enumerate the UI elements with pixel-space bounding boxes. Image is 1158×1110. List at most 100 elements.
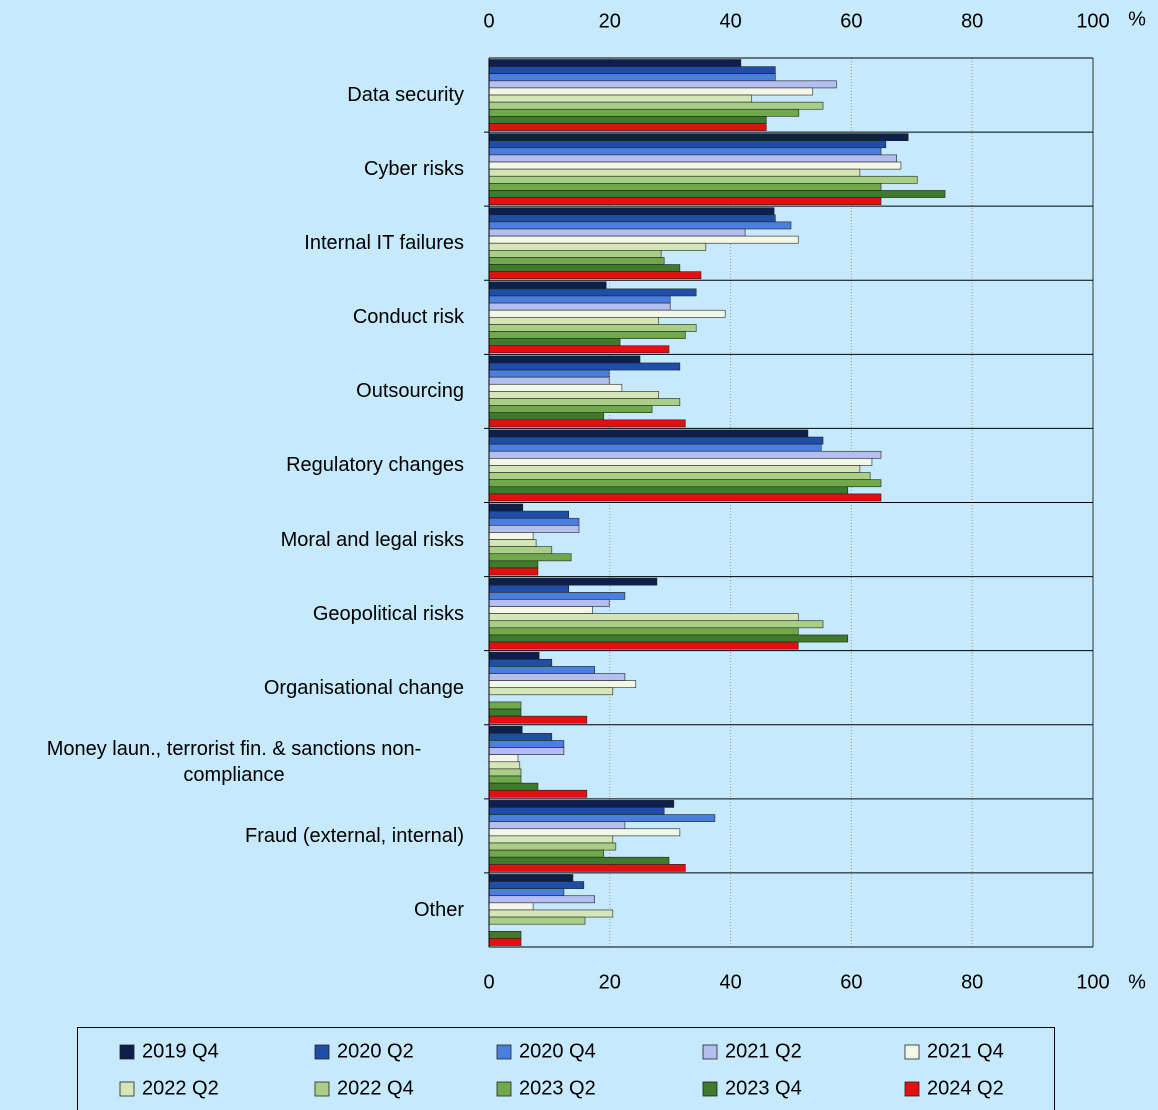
bar (488, 546, 553, 555)
legend-label: 2020 Q2 (337, 1040, 414, 1062)
bar (488, 133, 909, 141)
legend-label: 2021 Q2 (725, 1040, 802, 1062)
bar (488, 849, 605, 858)
bar (488, 295, 671, 304)
bar (488, 479, 882, 488)
bar (488, 814, 716, 822)
category-label: Money laun., terrorist fin. & sanctions … (46, 737, 422, 786)
bar (488, 450, 882, 459)
bar (488, 613, 799, 622)
bar (488, 419, 686, 428)
x-tick-label: 20 (599, 10, 621, 32)
legend-swatch (702, 1081, 718, 1097)
y-tick-label: Internal IT failures (0, 206, 464, 280)
bar (488, 510, 570, 519)
bar (488, 864, 686, 872)
bar (488, 207, 775, 216)
bar (488, 754, 519, 763)
bar (488, 591, 626, 600)
bar (488, 429, 809, 438)
legend-label: 2019 Q4 (142, 1040, 219, 1062)
category-label: Geopolitical risks (312, 602, 464, 625)
bar (488, 856, 670, 865)
bar (488, 147, 882, 156)
bar (488, 782, 539, 791)
bar (488, 338, 621, 347)
bar (488, 532, 534, 540)
bar (488, 465, 861, 473)
bar (488, 493, 882, 502)
bar (488, 250, 662, 258)
bar (488, 108, 800, 117)
bar (488, 369, 610, 378)
bar (488, 302, 671, 311)
bar (488, 687, 614, 696)
bar (488, 94, 753, 103)
category-label: Organisational change (263, 676, 464, 699)
bar (488, 80, 837, 89)
y-tick-label: Money laun., terrorist fin. & sanctions … (0, 725, 464, 799)
bar (488, 324, 697, 332)
bar (488, 673, 626, 681)
y-tick-label: Regulatory changes (0, 428, 464, 502)
bar (488, 309, 726, 318)
bar (488, 599, 610, 607)
bar (488, 123, 767, 131)
bar (488, 228, 746, 237)
bar (488, 775, 522, 784)
bar (488, 281, 607, 290)
x-tick-label: 40 (719, 971, 741, 993)
legend-label: 2021 Q4 (927, 1040, 1004, 1062)
bar (488, 355, 641, 364)
legend-swatch (496, 1044, 512, 1060)
bar (488, 874, 574, 882)
bar (488, 634, 849, 643)
bar (488, 376, 610, 385)
x-unit: % (1128, 8, 1146, 30)
bar (488, 168, 861, 177)
bar (488, 190, 946, 198)
legend-swatch (314, 1081, 330, 1097)
bar (488, 87, 814, 96)
bar (488, 577, 658, 586)
bar (488, 391, 660, 399)
bar (488, 902, 534, 911)
bar (488, 140, 887, 149)
bar (488, 658, 553, 667)
bar (488, 821, 626, 830)
bar (488, 214, 776, 223)
bar (488, 539, 537, 547)
y-tick-label: Other (0, 873, 464, 947)
x-tick-label: 0 (483, 10, 494, 32)
legend-swatch (904, 1081, 920, 1097)
bar (488, 842, 617, 851)
bar (488, 567, 539, 576)
bar (488, 916, 586, 925)
x-tick-label: 100 (1076, 971, 1109, 993)
bar (488, 288, 697, 297)
bar (488, 331, 686, 339)
bar (488, 271, 702, 280)
bar (488, 666, 595, 674)
bar (488, 101, 824, 110)
bar (488, 651, 540, 660)
y-tick-label: Moral and legal risks (0, 503, 464, 577)
bar (488, 761, 521, 770)
bar (488, 503, 524, 512)
bar (488, 938, 522, 946)
y-tick-label: Cyber risks (0, 132, 464, 206)
category-label: Internal IT failures (304, 232, 464, 255)
bar (488, 525, 580, 533)
legend-swatch (702, 1044, 718, 1060)
bar (488, 800, 675, 808)
bar (488, 895, 595, 904)
bar (488, 620, 824, 629)
category-label: Outsourcing (356, 380, 464, 403)
y-tick-label: Organisational change (0, 651, 464, 725)
bar (488, 715, 588, 724)
y-tick-label: Geopolitical risks (0, 577, 464, 651)
bar (488, 175, 918, 184)
x-unit: % (1128, 971, 1146, 993)
y-tick-label: Conduct risk (0, 280, 464, 354)
